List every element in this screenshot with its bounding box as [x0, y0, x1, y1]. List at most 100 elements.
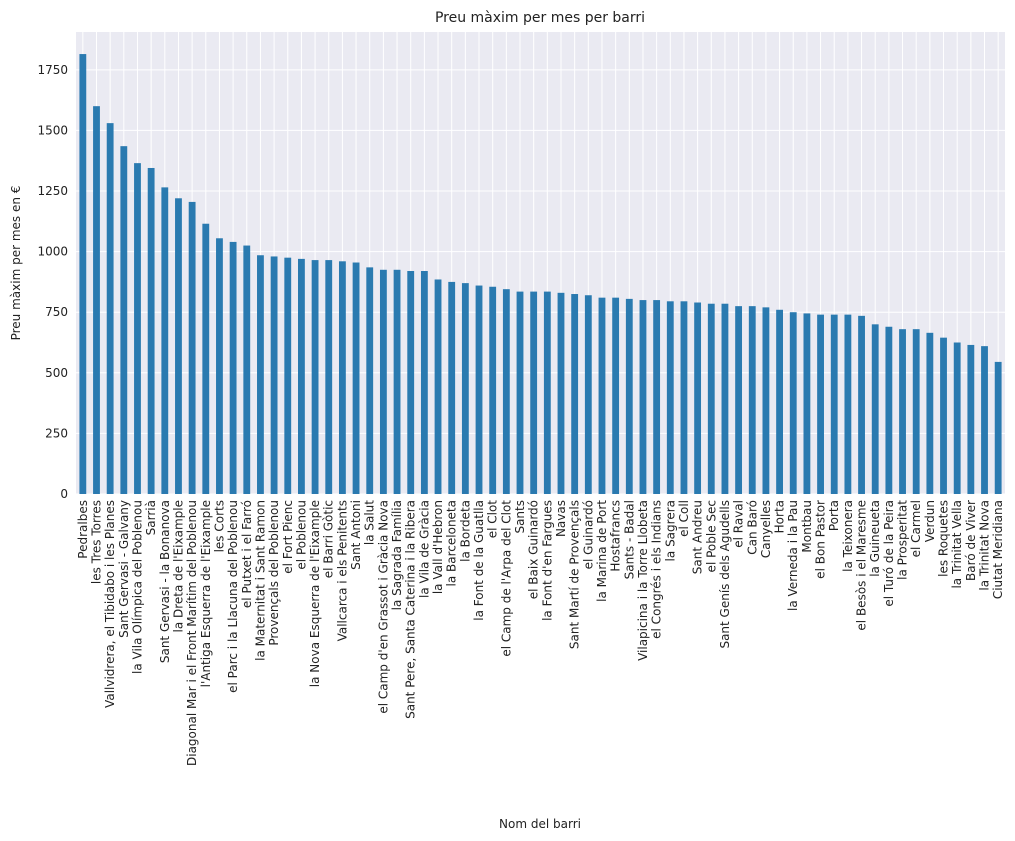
bar: [899, 329, 906, 494]
x-tick-label: Sants - Badal: [622, 500, 636, 579]
bar: [216, 238, 223, 494]
bar: [885, 326, 893, 494]
y-tick-label: 500: [45, 366, 68, 380]
bar: [625, 298, 633, 494]
x-tick-label: les Corts: [212, 500, 226, 552]
x-tick-label: el Raval: [732, 500, 746, 548]
x-tick-label: el Camp de l'Arpa del Clot: [499, 500, 513, 657]
x-tick-label: la Teixonera: [841, 500, 855, 572]
bar: [229, 241, 237, 494]
x-tick-label: Vilapicina i la Torre Llobeta: [636, 500, 650, 661]
bar: [748, 306, 756, 494]
y-tick-label: 1500: [37, 123, 68, 137]
x-tick-label: la Nova Esquerra de l'Eixample: [308, 500, 322, 687]
bar: [407, 270, 415, 494]
x-tick-label: la Font de la Guatlla: [472, 500, 486, 621]
bar: [93, 106, 100, 494]
y-tick-label: 1750: [37, 63, 68, 77]
x-tick-label: el Poble Sec: [704, 500, 718, 572]
x-tick-label: el Poblenou: [294, 500, 308, 570]
x-tick-label: Canyelles: [759, 500, 773, 558]
bar: [516, 291, 524, 494]
bar: [639, 300, 647, 494]
x-tick-label: Baró de Viver: [964, 500, 978, 581]
x-tick-label: Sant Antoni: [349, 500, 363, 570]
x-tick-label: Ciutat Meridiana: [991, 500, 1005, 599]
x-tick-label: Sant Genís dels Agudells: [718, 500, 732, 649]
bar: [338, 261, 346, 494]
x-tick-label: Horta: [773, 500, 787, 533]
y-tick-label: 1250: [37, 184, 68, 198]
bar: [161, 187, 169, 495]
x-tick-label: la Barceloneta: [445, 500, 459, 586]
x-tick-label: la Sagrada Família: [390, 500, 404, 610]
x-tick-label: la Sagrera: [663, 500, 677, 561]
bar: [912, 329, 920, 494]
x-tick-label: el Putxet i el Farró: [240, 500, 254, 608]
bar: [298, 258, 305, 494]
bar: [830, 314, 838, 494]
bar: [584, 295, 592, 494]
x-tick-label: la Vall d'Hebron: [431, 500, 445, 594]
bar: [448, 281, 456, 494]
bar: [871, 324, 879, 494]
x-tick-label: el Barri Gòtic: [322, 500, 336, 578]
bar: [967, 344, 975, 494]
bar: [175, 198, 182, 494]
bar: [352, 262, 360, 494]
x-tick-label: Porta: [827, 500, 841, 531]
bar: [202, 223, 210, 494]
bar: [953, 342, 961, 494]
bar: [502, 289, 510, 494]
x-tick-label: la Bordeta: [458, 500, 472, 562]
bar: [311, 260, 319, 494]
x-tick-label: el Congrés i els Indians: [650, 500, 664, 639]
bar: [106, 123, 114, 494]
bar: [844, 314, 852, 494]
x-tick-label: Can Baró: [745, 500, 759, 555]
x-tick-label: el Parc i la Llacuna del Poblenou: [226, 500, 240, 693]
x-tick-label: les Roquetes: [937, 500, 951, 577]
bar: [243, 245, 251, 494]
x-tick-label: Sant Gervasi - Galvany: [117, 500, 131, 638]
x-tick-label: les Tres Torres: [89, 500, 103, 584]
x-tick-label: la Guineueta: [868, 500, 882, 577]
x-tick-label: el Turó de la Peira: [882, 500, 896, 607]
x-tick-label: Sants: [513, 500, 527, 534]
bar: [134, 163, 141, 494]
bar: [940, 337, 947, 494]
bar: [721, 303, 729, 494]
bar: [147, 167, 155, 494]
x-tick-label: la Marina de Port: [595, 500, 609, 602]
plot-area: [76, 32, 1005, 494]
x-tick-label: Sant Gervasi - la Bonanova: [158, 500, 172, 663]
bar: [284, 257, 292, 494]
bar: [598, 297, 606, 494]
x-tick-label: la Trinitat Nova: [978, 500, 992, 591]
bar: [994, 361, 1002, 494]
bar: [461, 283, 469, 494]
x-tick-label: la Vila de Gràcia: [417, 500, 431, 598]
x-tick-label: Pedralbes: [76, 500, 90, 559]
x-tick-label: Hostafrancs: [609, 500, 623, 572]
x-tick-label: el Clot: [486, 500, 500, 539]
y-axis-label: Preu màxim per mes en €: [9, 186, 23, 341]
x-axis-label: Nom del barri: [499, 817, 581, 831]
bar: [393, 269, 401, 494]
x-tick-label: el Camp d'en Grassot i Gràcia Nova: [376, 500, 390, 714]
bar: [79, 54, 87, 495]
y-tick-label: 750: [45, 305, 68, 319]
bar: [543, 291, 551, 494]
bar: [420, 270, 428, 494]
x-tick-label: Sant Martí de Provençals: [568, 500, 582, 649]
x-tick-label: Sant Pere, Santa Caterina i la Ribera: [404, 500, 418, 719]
bar: [475, 285, 483, 494]
x-tick-label: el Baix Guinardó: [527, 500, 541, 599]
bar: [789, 312, 797, 494]
bar: [762, 307, 770, 494]
bar: [489, 286, 497, 494]
x-tick-label: Vallcarca i els Penitents: [335, 500, 349, 641]
bar: [120, 146, 128, 494]
x-tick-label: la Salut: [363, 500, 377, 545]
